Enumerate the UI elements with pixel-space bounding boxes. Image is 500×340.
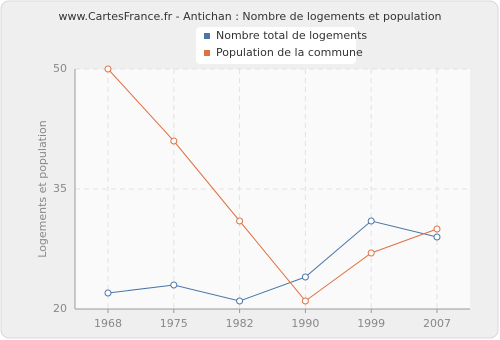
- y-tick-label: 50: [53, 62, 67, 75]
- y-tick-label: 35: [53, 182, 67, 195]
- series-line: [107, 68, 438, 302]
- chart-title: www.CartesFrance.fr - Antichan : Nombre …: [58, 10, 441, 23]
- data-point: [301, 297, 309, 305]
- data-point: [367, 249, 375, 257]
- legend-label: Nombre total de logements: [216, 29, 367, 42]
- data-point: [170, 137, 178, 145]
- data-point: [236, 217, 244, 225]
- x-tick-label: 1968: [94, 317, 122, 330]
- x-tick-label: 1999: [357, 317, 385, 330]
- legend-swatch: [204, 50, 210, 56]
- data-point: [170, 281, 178, 289]
- y-tick-label: 20: [53, 302, 67, 315]
- data-point: [104, 65, 112, 73]
- data-point: [104, 289, 112, 297]
- data-point: [236, 297, 244, 305]
- legend-swatch: [204, 33, 210, 39]
- x-tick-label: 1982: [226, 317, 254, 330]
- data-point: [433, 225, 441, 233]
- legend: [196, 27, 356, 64]
- data-point: [367, 217, 375, 225]
- x-tick-label: 1990: [291, 317, 319, 330]
- y-axis-label: Logements et population: [36, 120, 49, 258]
- legend-label: Population de la commune: [216, 46, 363, 59]
- data-point: [433, 233, 441, 241]
- series-line: [107, 220, 438, 302]
- x-tick-label: 1975: [160, 317, 188, 330]
- data-point: [301, 273, 309, 281]
- x-tick-label: 2007: [423, 317, 451, 330]
